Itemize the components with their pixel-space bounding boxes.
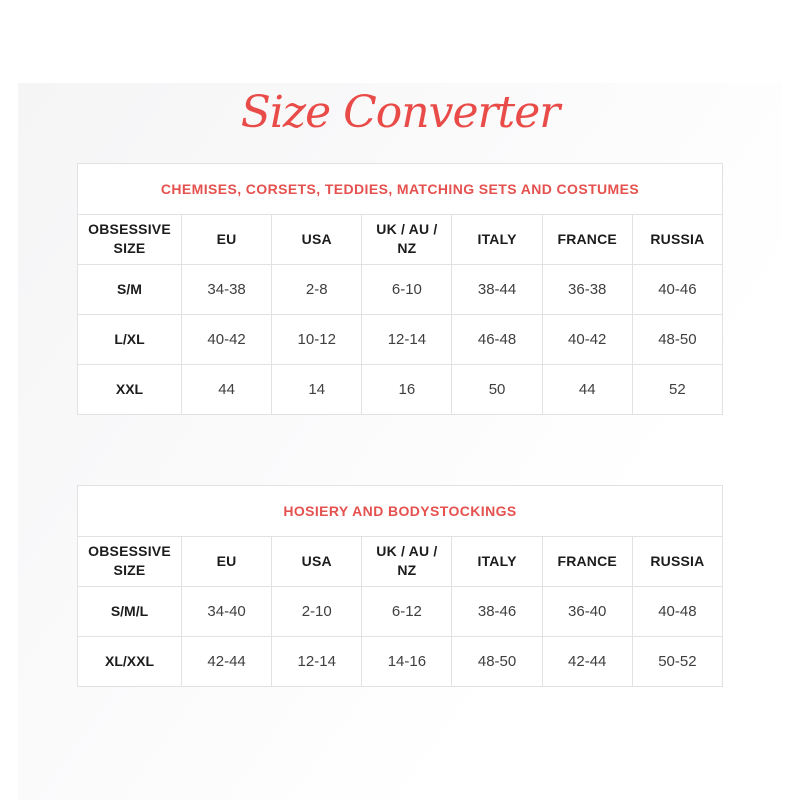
- size-cell: 6-12: [361, 585, 453, 637]
- size-cell: 40-42: [541, 313, 633, 365]
- size-cell: 46-48: [451, 313, 543, 365]
- row-header: XL/XXL: [77, 635, 182, 687]
- table-row: S/M/L 34-40 2-10 6-12 38-46 36-40 40-48: [77, 585, 724, 637]
- size-cell: 42-44: [180, 635, 273, 687]
- size-cell: 34-40: [180, 585, 273, 637]
- size-cell: 44: [541, 363, 633, 415]
- row-header: L/XL: [77, 313, 182, 365]
- column-header-obsessive-size: OBSESSIVE SIZE: [77, 213, 182, 265]
- column-header-uk-au-nz: UK / AU / NZ: [361, 535, 453, 587]
- table-title: HOSIERY AND BODYSTOCKINGS: [77, 484, 723, 537]
- size-cell: 16: [361, 363, 453, 415]
- size-cell: 10-12: [271, 313, 363, 365]
- column-header-france: FRANCE: [541, 535, 633, 587]
- column-header-usa: USA: [271, 213, 363, 265]
- size-cell: 36-38: [541, 263, 633, 315]
- size-cell: 44: [180, 363, 273, 415]
- size-cell: 48-50: [451, 635, 543, 687]
- size-cell: 36-40: [541, 585, 633, 637]
- column-header-russia: RUSSIA: [631, 213, 724, 265]
- column-header-eu: EU: [180, 213, 273, 265]
- column-header-italy: ITALY: [451, 213, 543, 265]
- size-cell: 12-14: [271, 635, 363, 687]
- table-title: CHEMISES, CORSETS, TEDDIES, MATCHING SET…: [77, 162, 723, 215]
- size-cell: 40-48: [631, 585, 724, 637]
- column-header-italy: ITALY: [451, 535, 543, 587]
- size-cell: 52: [631, 363, 724, 415]
- table-row: XL/XXL 42-44 12-14 14-16 48-50 42-44 50-…: [77, 635, 724, 687]
- size-cell: 40-42: [180, 313, 273, 365]
- row-header: S/M: [77, 263, 182, 315]
- table-row: XXL 44 14 16 50 44 52: [77, 363, 724, 415]
- size-cell: 14-16: [361, 635, 453, 687]
- column-header-row: OBSESSIVE SIZE EU USA UK / AU / NZ ITALY…: [77, 213, 724, 265]
- chemises-size-table: CHEMISES, CORSETS, TEDDIES, MATCHING SET…: [77, 162, 724, 415]
- row-header: S/M/L: [77, 585, 182, 637]
- size-cell: 48-50: [631, 313, 724, 365]
- hosiery-size-table: HOSIERY AND BODYSTOCKINGS OBSESSIVE SIZE…: [77, 484, 724, 687]
- size-cell: 38-46: [451, 585, 543, 637]
- size-cell: 42-44: [541, 635, 633, 687]
- size-cell: 6-10: [361, 263, 453, 315]
- size-cell: 38-44: [451, 263, 543, 315]
- size-cell: 40-46: [631, 263, 724, 315]
- column-header-usa: USA: [271, 535, 363, 587]
- column-header-eu: EU: [180, 535, 273, 587]
- row-header: XXL: [77, 363, 182, 415]
- page-title: Size Converter: [240, 87, 561, 138]
- size-converter-page: Size Converter CHEMISES, CORSETS, TEDDIE…: [77, 87, 724, 687]
- column-header-uk-au-nz: UK / AU / NZ: [361, 213, 453, 265]
- size-cell: 12-14: [361, 313, 453, 365]
- size-cell: 50-52: [631, 635, 724, 687]
- table-title-row: CHEMISES, CORSETS, TEDDIES, MATCHING SET…: [77, 162, 723, 215]
- table-row: S/M 34-38 2-8 6-10 38-44 36-38 40-46: [77, 263, 724, 315]
- size-cell: 34-38: [180, 263, 273, 315]
- size-cell: 2-10: [271, 585, 363, 637]
- size-cell: 50: [451, 363, 543, 415]
- size-cell: 2-8: [271, 263, 363, 315]
- column-header-russia: RUSSIA: [631, 535, 724, 587]
- table-row: L/XL 40-42 10-12 12-14 46-48 40-42 48-50: [77, 313, 724, 365]
- column-header-obsessive-size: OBSESSIVE SIZE: [77, 535, 182, 587]
- column-header-row: OBSESSIVE SIZE EU USA UK / AU / NZ ITALY…: [77, 535, 724, 587]
- table-title-row: HOSIERY AND BODYSTOCKINGS: [77, 484, 723, 537]
- size-cell: 14: [271, 363, 363, 415]
- column-header-france: FRANCE: [541, 213, 633, 265]
